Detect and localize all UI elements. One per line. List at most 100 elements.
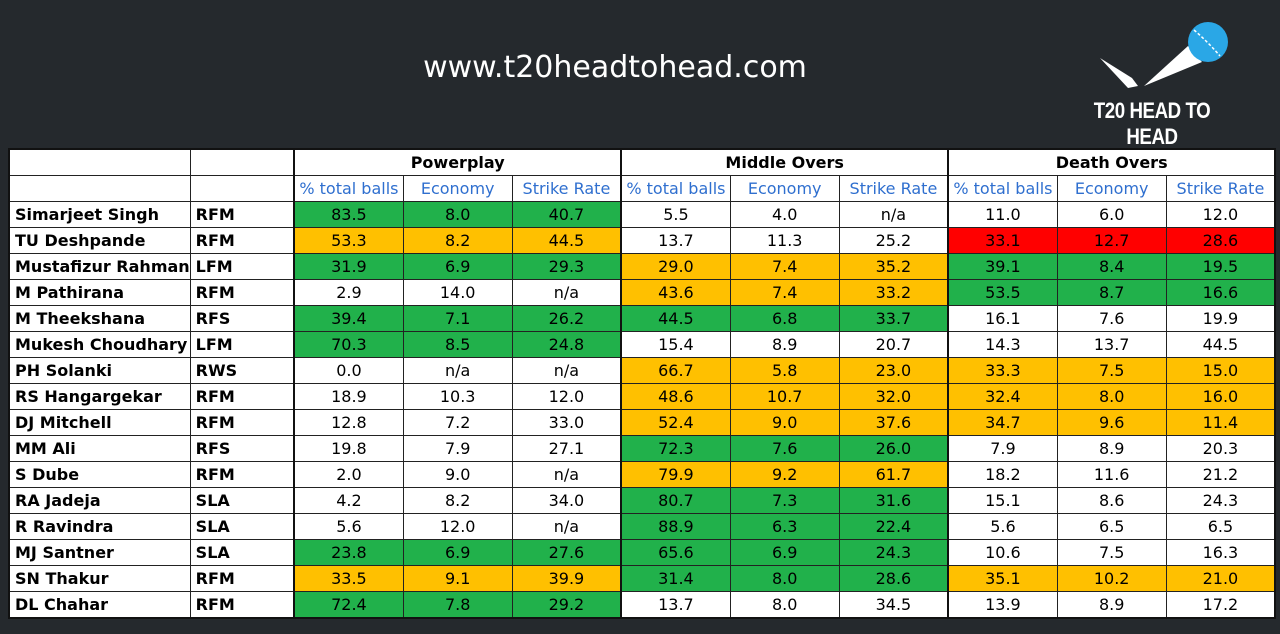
stat-cell: 40.7 xyxy=(511,201,622,228)
stat-cell: 9.2 xyxy=(729,461,840,488)
bowler-type: SLA xyxy=(189,539,295,566)
stat-cell: n/a xyxy=(511,279,622,306)
player-name: DL Chahar xyxy=(8,591,191,619)
stat-cell: 9.1 xyxy=(402,565,513,592)
stat-cell: 6.5 xyxy=(1056,513,1167,540)
stat-cell: 15.4 xyxy=(620,331,731,358)
bowler-type: RFM xyxy=(189,201,295,228)
bowler-type: RWS xyxy=(189,357,295,384)
stat-cell: 20.3 xyxy=(1165,435,1276,462)
stat-cell: 11.0 xyxy=(947,201,1058,228)
player-row: DL Chahar RFM 72.4 7.8 29.2 13.7 8.0 34.5 13.9 8.… xyxy=(8,591,1276,619)
bowler-type: LFM xyxy=(189,253,295,280)
stat-cell: 8.5 xyxy=(402,331,513,358)
stat-cell: 6.3 xyxy=(729,513,840,540)
stat-cell: 14.3 xyxy=(947,331,1058,358)
stat-cell: 9.0 xyxy=(402,461,513,488)
column-header: Strike Rate xyxy=(1165,175,1276,202)
bowler-type: RFM xyxy=(189,279,295,306)
stat-cell: 15.0 xyxy=(1165,357,1276,384)
column-header: % total balls xyxy=(293,175,404,202)
bowler-type: RFM xyxy=(189,565,295,592)
stat-cell: 8.2 xyxy=(402,487,513,514)
player-row: RS Hangargekar RFM 18.9 10.3 12.0 48.6 10.7 32.… xyxy=(8,383,1276,410)
logo xyxy=(1100,22,1228,88)
player-name: Mukesh Choudhary xyxy=(8,331,191,358)
stat-cell: 33.0 xyxy=(511,409,622,436)
stat-cell: 16.6 xyxy=(1165,279,1276,306)
stat-cell: 33.5 xyxy=(293,565,404,592)
stat-cell: 33.7 xyxy=(838,305,949,332)
stat-cell: 29.0 xyxy=(620,253,731,280)
stat-cell: 12.0 xyxy=(511,383,622,410)
player-name: PH Solanki xyxy=(8,357,191,384)
bowler-type: SLA xyxy=(189,487,295,514)
stat-cell: 83.5 xyxy=(293,201,404,228)
stat-cell: 35.2 xyxy=(838,253,949,280)
stat-cell: 19.5 xyxy=(1165,253,1276,280)
stat-cell: 5.6 xyxy=(293,513,404,540)
bowler-type: RFM xyxy=(189,461,295,488)
stat-cell: 20.7 xyxy=(838,331,949,358)
stat-cell: 80.7 xyxy=(620,487,731,514)
stat-cell: 5.5 xyxy=(620,201,731,228)
stat-cell: 23.8 xyxy=(293,539,404,566)
bowler-type: RFM xyxy=(189,409,295,436)
stat-cell: 8.4 xyxy=(1056,253,1167,280)
bowler-type: SLA xyxy=(189,513,295,540)
stat-cell: n/a xyxy=(511,357,622,384)
stat-cell: 19.9 xyxy=(1165,305,1276,332)
stat-cell: 19.8 xyxy=(293,435,404,462)
group-header: Death Overs xyxy=(947,148,1276,176)
stat-cell: 18.2 xyxy=(947,461,1058,488)
stat-cell: 13.9 xyxy=(947,591,1058,619)
stat-cell: n/a xyxy=(511,513,622,540)
blank-cell xyxy=(8,175,191,202)
player-row: PH Solanki RWS 0.0 n/a n/a 66.7 5.8 23.0 33.3 7.5… xyxy=(8,357,1276,384)
player-name: RA Jadeja xyxy=(8,487,191,514)
stat-cell: 24.8 xyxy=(511,331,622,358)
column-header: % total balls xyxy=(947,175,1058,202)
stat-cell: 25.2 xyxy=(838,227,949,254)
stat-cell: 32.4 xyxy=(947,383,1058,410)
stat-cell: 8.7 xyxy=(1056,279,1167,306)
stat-cell: 12.0 xyxy=(402,513,513,540)
player-row: R Ravindra SLA 5.6 12.0 n/a 88.9 6.3 22.4 5.6 6.5… xyxy=(8,513,1276,540)
player-row: RA Jadeja SLA 4.2 8.2 34.0 80.7 7.3 31.6 15.1 8.6… xyxy=(8,487,1276,514)
stat-cell: 39.4 xyxy=(293,305,404,332)
stat-cell: 12.7 xyxy=(1056,227,1167,254)
stat-cell: 21.0 xyxy=(1165,565,1276,592)
stat-cell: 31.9 xyxy=(293,253,404,280)
stat-cell: 7.5 xyxy=(1056,539,1167,566)
stat-cell: 8.0 xyxy=(729,565,840,592)
stat-cell: 7.4 xyxy=(729,253,840,280)
stat-cell: 7.4 xyxy=(729,279,840,306)
stat-cell: 72.4 xyxy=(293,591,404,619)
bowler-type: LFM xyxy=(189,331,295,358)
stat-cell: 13.7 xyxy=(620,227,731,254)
player-name: MJ Santner xyxy=(8,539,191,566)
player-row: M Theekshana RFS 39.4 7.1 26.2 44.5 6.8 33.7 16.… xyxy=(8,305,1276,332)
stat-cell: 79.9 xyxy=(620,461,731,488)
stat-cell: 44.5 xyxy=(511,227,622,254)
stat-cell: 23.0 xyxy=(838,357,949,384)
column-header: Strike Rate xyxy=(838,175,949,202)
column-header: Strike Rate xyxy=(511,175,622,202)
stat-cell: 9.0 xyxy=(729,409,840,436)
stat-cell: 7.1 xyxy=(402,305,513,332)
bowler-type: RFM xyxy=(189,227,295,254)
stat-cell: 6.9 xyxy=(729,539,840,566)
player-row: Simarjeet Singh RFM 83.5 8.0 40.7 5.5 4.0 n/a 11… xyxy=(8,201,1276,228)
player-row: S Dube RFM 2.0 9.0 n/a 79.9 9.2 61.7 18.2 11.6 21.… xyxy=(8,461,1276,488)
column-header: Economy xyxy=(402,175,513,202)
stat-cell: 31.6 xyxy=(838,487,949,514)
stat-cell: 27.6 xyxy=(511,539,622,566)
stat-cell: 44.5 xyxy=(1165,331,1276,358)
stat-cell: 8.0 xyxy=(729,591,840,619)
player-name: M Pathirana xyxy=(8,279,191,306)
stat-cell: 29.2 xyxy=(511,591,622,619)
stat-cell: 34.5 xyxy=(838,591,949,619)
stat-cell: 48.6 xyxy=(620,383,731,410)
stat-cell: 2.9 xyxy=(293,279,404,306)
stat-cell: 28.6 xyxy=(1165,227,1276,254)
